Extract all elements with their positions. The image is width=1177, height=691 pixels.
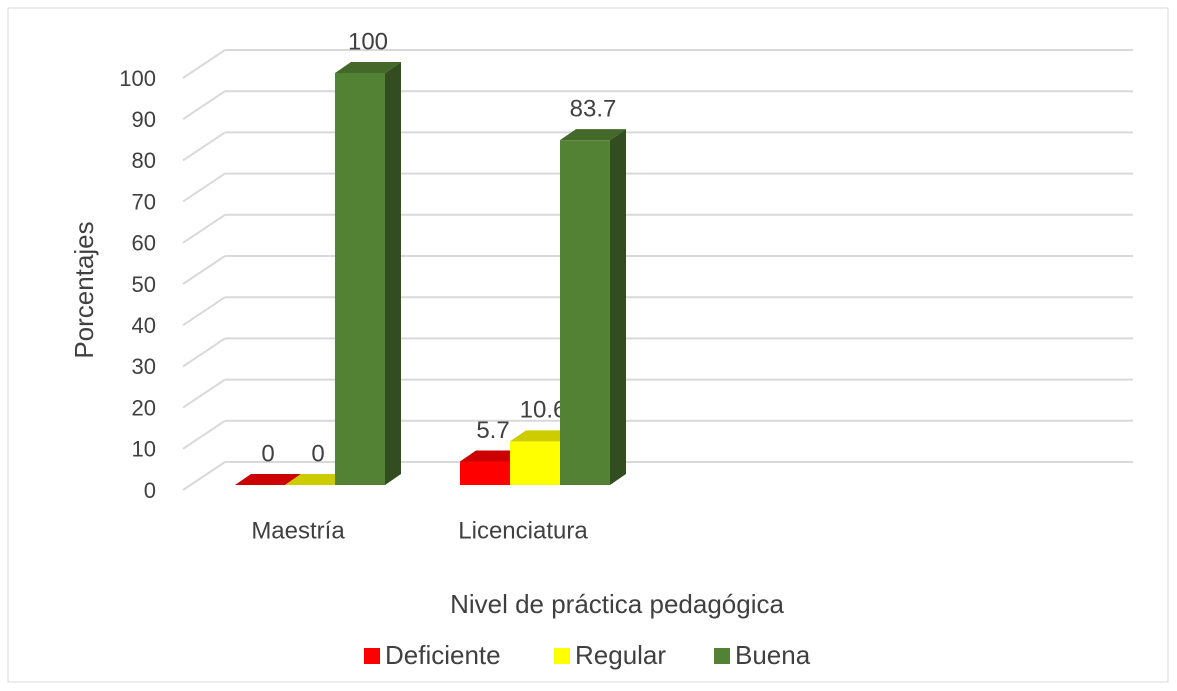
data-label: 0 (261, 440, 274, 467)
grid-line-side (182, 49, 226, 79)
bar-top (285, 474, 351, 485)
legend-swatch (364, 648, 380, 664)
x-tick-label: Maestría (251, 517, 345, 544)
data-label: 10.6 (520, 397, 567, 424)
bar-front (510, 441, 560, 485)
legend-swatch (714, 648, 730, 664)
bar-top (235, 474, 301, 485)
y-tick-label: 50 (132, 272, 156, 297)
data-label: 0 (311, 440, 324, 467)
grid-line-side (182, 378, 226, 409)
bar (335, 62, 401, 485)
bar-top (560, 129, 626, 141)
data-label: 100 (348, 28, 388, 55)
y-tick-label: 40 (132, 313, 156, 338)
y-tick-label: 100 (119, 66, 156, 91)
y-tick-label: 80 (132, 148, 156, 173)
y-tick-label: 20 (132, 395, 156, 420)
bar (560, 129, 626, 485)
grid-line-side (182, 461, 226, 491)
bar (285, 474, 351, 485)
data-label: 5.7 (476, 417, 509, 444)
bar-top (460, 450, 526, 462)
grid-line-side (182, 337, 226, 368)
legend-label: Deficiente (385, 640, 501, 670)
legend-swatch (554, 648, 570, 664)
bar-side (385, 62, 401, 485)
legend-label: Buena (735, 640, 811, 670)
y-tick-label: 60 (132, 231, 156, 256)
bar-top (335, 62, 401, 73)
grid-line-side (182, 172, 226, 203)
bar (235, 474, 301, 485)
grid-line-side (182, 419, 226, 450)
y-tick-label: 30 (132, 354, 156, 379)
grid-line-side (182, 90, 226, 121)
bar-front (460, 461, 510, 485)
y-tick-label: 10 (132, 437, 156, 462)
data-label: 83.7 (570, 95, 617, 122)
grid-line-side (182, 131, 226, 162)
bar-front (335, 73, 385, 485)
bar-top (510, 430, 576, 442)
legend-label: Regular (575, 640, 666, 670)
x-axis-title: Nivel de práctica pedagógica (450, 589, 784, 619)
grid-line-side (182, 255, 226, 285)
grid-line-side (182, 213, 226, 244)
y-axis-title: Porcentajes (69, 221, 99, 358)
x-tick-label: Licenciatura (458, 517, 588, 544)
bar-front (560, 140, 610, 485)
y-tick-label: 90 (132, 107, 156, 132)
y-tick-label: 0 (144, 478, 156, 503)
bar-side (610, 129, 626, 485)
y-tick-label: 70 (132, 189, 156, 214)
grid-line-side (182, 296, 226, 327)
